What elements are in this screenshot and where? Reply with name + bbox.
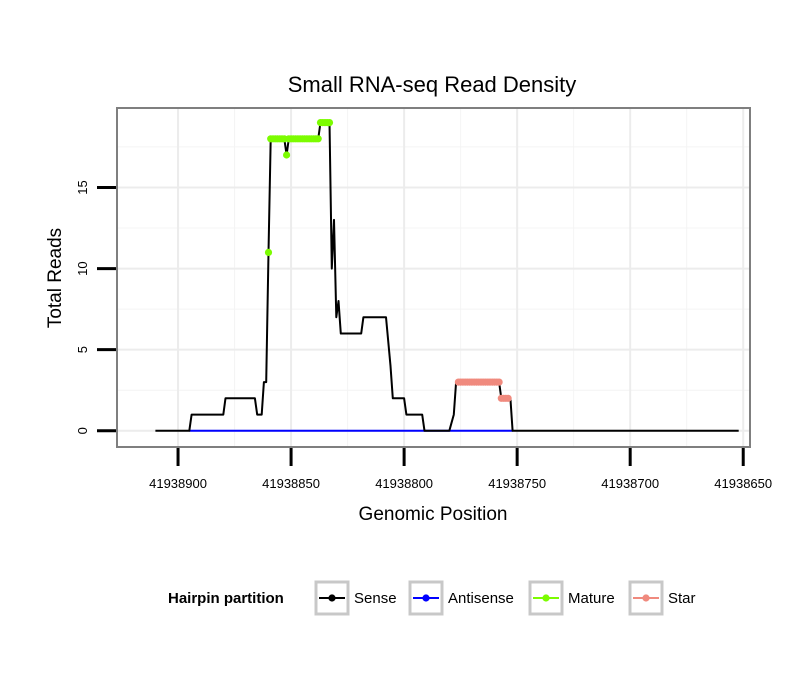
y-tick-label: 15	[75, 180, 90, 194]
x-axis-title: Genomic Position	[359, 504, 508, 525]
grid-lines	[117, 108, 750, 447]
x-tick-label: 41938700	[601, 476, 659, 491]
legend-key-point	[328, 594, 336, 602]
y-tick-label: 5	[75, 346, 90, 353]
legend-label: Star	[668, 590, 696, 607]
chart-title: Small RNA-seq Read Density	[288, 72, 577, 97]
series-layer	[155, 119, 739, 432]
y-tick-label: 0	[75, 427, 90, 434]
data-point-mature	[314, 135, 322, 143]
legend-label: Mature	[568, 590, 615, 607]
legend-item-mature: Mature	[528, 580, 615, 616]
legend-label: Sense	[354, 590, 397, 607]
y-tick-label: 10	[75, 261, 90, 275]
legend: Hairpin partition Sense Antisense Mature St…	[168, 580, 696, 616]
y-axis-title: Total Reads	[45, 228, 66, 328]
legend-key-point	[542, 594, 550, 602]
y-axis: 0 5 10 15	[75, 180, 116, 434]
legend-key-point	[642, 594, 650, 602]
x-tick-label: 41938900	[149, 476, 207, 491]
plot-border	[116, 107, 751, 448]
legend-key-point	[422, 594, 430, 602]
data-point-mature	[325, 119, 334, 127]
data-point-star	[504, 394, 512, 402]
legend-item-sense: Sense	[314, 580, 397, 616]
data-point-mature	[264, 248, 273, 256]
legend-item-star: Star	[628, 580, 696, 616]
legend-label: Antisense	[448, 590, 514, 607]
data-point-mature	[283, 151, 291, 159]
x-tick-label: 41938850	[262, 476, 320, 491]
x-axis: 41938900 41938850 41938800 41938750 41938700…	[149, 448, 772, 491]
legend-item-antisense: Antisense	[408, 580, 514, 616]
x-tick-label: 41938800	[375, 476, 433, 491]
x-tick-label: 41938750	[488, 476, 546, 491]
data-point-star	[495, 378, 503, 386]
plot-panel	[117, 108, 750, 447]
x-tick-label: 41938650	[714, 476, 772, 491]
legend-title: Hairpin partition	[168, 590, 284, 607]
series-line-sense	[155, 121, 739, 432]
